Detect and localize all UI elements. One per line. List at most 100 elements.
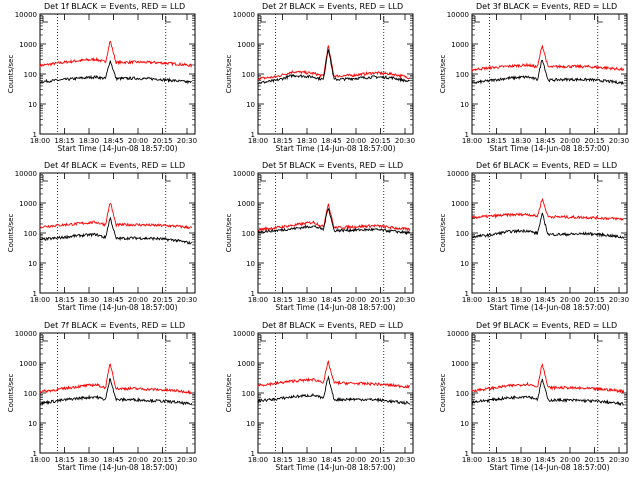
x-tick-label: 18:00 [248,456,268,464]
x-tick-label: 20:00 [560,456,580,464]
series-black-events-line [257,207,411,236]
x-tick-label: 18:15 [54,137,74,145]
y-axis-label: Counts/sec [439,214,447,253]
x-tick-label: 18:45 [321,137,341,145]
x-tick-label: 20:00 [560,296,580,304]
x-tick-label: 18:00 [248,296,268,304]
x-tick-label: 18:15 [272,456,292,464]
y-axis-label: Counts/sec [7,55,15,94]
x-tick-label: 20:15 [152,296,172,304]
x-tick-label: 18:30 [297,137,317,145]
series-red-lld-line [257,359,410,389]
series-black-events-line [39,216,193,245]
series-red-lld-line [471,45,625,72]
y-tick-label: 100 [24,230,37,238]
x-tick-label: 18:30 [79,456,99,464]
corner-mark [42,335,48,342]
x-axis-label: Start Time (14-Jun-08 18:57:00) [276,303,396,312]
x-tick-label: 18:30 [79,296,99,304]
x-tick-label: 18:30 [297,296,317,304]
x-axis-label: Start Time (14-Jun-08 18:57:00) [276,463,396,472]
x-axis-label: Start Time (14-Jun-08 18:57:00) [58,144,178,153]
x-tick-label: 20:30 [395,456,415,464]
corner-mark [383,16,389,23]
x-axis-label: Start Time (14-Jun-08 18:57:00) [58,303,178,312]
corner-mark [42,16,48,23]
y-axis-label: Counts/sec [225,374,233,413]
x-tick-label: 20:30 [395,137,415,145]
x-tick-label: 20:30 [609,456,629,464]
x-tick-label: 20:00 [128,137,148,145]
y-tick-label: 100 [456,230,469,238]
x-tick-label: 18:00 [248,137,268,145]
y-tick-label: 1000 [19,41,37,49]
corner-mark [165,175,171,182]
plot-frame [257,172,414,294]
y-tick-label: 100 [456,71,469,79]
y-tick-label: 1000 [237,200,255,208]
y-tick-label: 1 [465,131,469,139]
panel-det-4: Det 4f BLACK = Events, RED = LLD 1 10 100 10… [7,161,197,312]
series-black-events-line [39,378,193,406]
panel-title: Det 4f BLACK = Events, RED = LLD [44,161,185,170]
y-tick-label: 10 [460,260,469,268]
series-black-events-line [257,375,411,405]
y-axis-label: Counts/sec [439,55,447,94]
x-tick-label: 20:15 [370,456,390,464]
x-tick-label: 18:45 [103,456,123,464]
y-tick-label: 100 [24,390,37,398]
y-tick-label: 1 [251,290,255,298]
x-tick-label: 20:15 [370,296,390,304]
x-tick-label: 20:15 [152,137,172,145]
x-tick-label: 18:00 [30,296,50,304]
x-tick-label: 18:45 [535,137,555,145]
panel-title: Det 3f BLACK = Events, RED = LLD [476,2,617,11]
panel-det-7: Det 7f BLACK = Events, RED = LLD 1 10 100 10… [7,321,197,472]
x-tick-label: 20:15 [584,296,604,304]
series-red-lld-line [257,203,411,232]
corner-mark [597,335,603,342]
x-tick-label: 18:15 [486,456,506,464]
y-axis-label: Counts/sec [7,374,15,413]
y-tick-label: 100 [24,71,37,79]
x-tick-label: 18:45 [103,137,123,145]
y-tick-label: 1 [251,450,255,458]
x-tick-label: 20:00 [346,137,366,145]
x-tick-label: 20:30 [177,296,197,304]
x-tick-label: 18:30 [297,456,317,464]
corner-mark [474,175,480,182]
y-tick-label: 1 [33,131,37,139]
x-tick-label: 20:00 [128,456,148,464]
plot-frame [39,172,196,294]
y-tick-label: 10000 [15,170,37,178]
series-black-events-line [471,59,624,86]
y-tick-label: 10000 [15,330,37,338]
x-tick-label: 18:15 [54,456,74,464]
y-tick-label: 1 [33,450,37,458]
x-tick-label: 18:15 [54,296,74,304]
corner-mark [474,335,480,342]
x-tick-label: 18:30 [511,456,531,464]
x-tick-label: 20:30 [395,296,415,304]
corner-mark [597,175,603,182]
y-tick-label: 1000 [451,200,469,208]
y-axis-label: Counts/sec [439,374,447,413]
y-tick-label: 10000 [447,330,469,338]
corner-mark [260,335,266,342]
x-axis-label: Start Time (14-Jun-08 18:57:00) [276,144,396,153]
y-tick-label: 10 [246,260,255,268]
y-tick-label: 10 [28,101,37,109]
y-tick-label: 10 [460,101,469,109]
y-tick-label: 10000 [233,330,255,338]
x-tick-label: 20:30 [609,137,629,145]
plot-frame [257,332,414,454]
series-red-lld-line [257,44,411,81]
x-tick-label: 20:00 [346,296,366,304]
panel-det-3: Det 3f BLACK = Events, RED = LLD 1 10 100 10… [439,2,629,153]
plot-frame [471,332,628,454]
x-tick-label: 20:15 [584,137,604,145]
series-red-lld-line [39,363,192,395]
x-tick-label: 18:00 [462,137,482,145]
y-tick-label: 1 [465,290,469,298]
